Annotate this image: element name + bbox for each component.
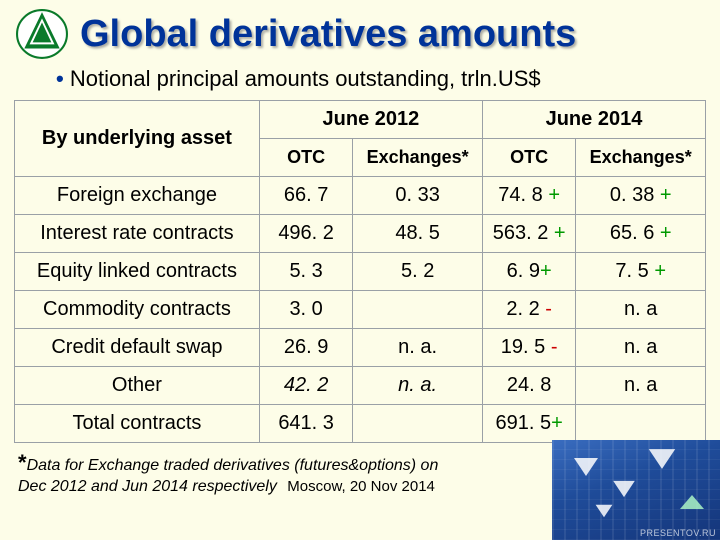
cell-ex14: 65. 6 + xyxy=(576,215,706,253)
derivatives-table: By underlying asset June 2012 June 2014 … xyxy=(14,100,706,443)
title-row: Global derivatives amounts xyxy=(0,0,720,60)
cell-asset: Other xyxy=(15,367,260,405)
col-otc-14: OTC xyxy=(482,139,575,177)
cell-asset: Total contracts xyxy=(15,405,260,443)
decorative-chart-image: PRESENTOV.RU xyxy=(552,440,720,540)
cell-ex14: n. a xyxy=(576,367,706,405)
cell-otc14: 24. 8 xyxy=(482,367,575,405)
cell-ex12: 48. 5 xyxy=(353,215,483,253)
footnote: *Data for Exchange traded derivatives (f… xyxy=(0,443,460,497)
cell-asset: Interest rate contracts xyxy=(15,215,260,253)
cell-ex12: n. a. xyxy=(353,329,483,367)
footnote-line2: Dec 2012 and Jun 2014 respectively xyxy=(18,478,277,495)
cell-ex12: 0. 33 xyxy=(353,177,483,215)
cell-otc14: 19. 5 - xyxy=(482,329,575,367)
footnote-star: * xyxy=(18,450,27,475)
col-otc-12: OTC xyxy=(259,139,352,177)
col-ex-12: Exchanges* xyxy=(353,139,483,177)
footnote-venue: Moscow, 20 Nov 2014 xyxy=(281,478,435,495)
cell-asset: Equity linked contracts xyxy=(15,253,260,291)
col-ex-14: Exchanges* xyxy=(576,139,706,177)
logo-icon xyxy=(14,8,70,60)
cell-otc14: 691. 5+ xyxy=(482,405,575,443)
cell-ex14: 0. 38 + xyxy=(576,177,706,215)
cell-ex12 xyxy=(353,291,483,329)
col-jun12: June 2012 xyxy=(259,101,482,139)
page-title: Global derivatives amounts xyxy=(80,13,576,56)
cell-otc14: 563. 2 + xyxy=(482,215,575,253)
cell-asset: Credit default swap xyxy=(15,329,260,367)
cell-otc12: 496. 2 xyxy=(259,215,352,253)
table-row: Equity linked contracts5. 35. 26. 9+7. 5… xyxy=(15,253,706,291)
cell-asset: Commodity contracts xyxy=(15,291,260,329)
cell-otc12: 3. 0 xyxy=(259,291,352,329)
cell-ex14 xyxy=(576,405,706,443)
cell-ex12 xyxy=(353,405,483,443)
cell-otc12: 26. 9 xyxy=(259,329,352,367)
cell-otc12: 42. 2 xyxy=(259,367,352,405)
table-row: Credit default swap26. 9n. a.19. 5 -n. a xyxy=(15,329,706,367)
cell-otc12: 5. 3 xyxy=(259,253,352,291)
cell-otc14: 6. 9+ xyxy=(482,253,575,291)
cell-ex12: n. a. xyxy=(353,367,483,405)
cell-otc14: 74. 8 + xyxy=(482,177,575,215)
cell-ex14: n. a xyxy=(576,329,706,367)
col-jun14: June 2014 xyxy=(482,101,705,139)
col-asset: By underlying asset xyxy=(15,101,260,177)
cell-otc12: 66. 7 xyxy=(259,177,352,215)
cell-otc12: 641. 3 xyxy=(259,405,352,443)
footnote-line1: Data for Exchange traded derivatives (fu… xyxy=(27,457,439,474)
table-row: Commodity contracts3. 0 2. 2 -n. a xyxy=(15,291,706,329)
cell-otc14: 2. 2 - xyxy=(482,291,575,329)
table-row-total: Total contracts641. 3 691. 5+ xyxy=(15,405,706,443)
watermark-text: PRESENTOV.RU xyxy=(640,528,716,538)
table-row: Other42. 2n. a.24. 8n. a xyxy=(15,367,706,405)
table-header-row-1: By underlying asset June 2012 June 2014 xyxy=(15,101,706,139)
cell-ex12: 5. 2 xyxy=(353,253,483,291)
subtitle-row: Notional principal amounts outstanding, … xyxy=(0,60,720,98)
table-row: Interest rate contracts496. 248. 5563. 2… xyxy=(15,215,706,253)
cell-asset: Foreign exchange xyxy=(15,177,260,215)
table-row: Foreign exchange66. 70. 3374. 8 +0. 38 + xyxy=(15,177,706,215)
cell-ex14: n. a xyxy=(576,291,706,329)
cell-ex14: 7. 5 + xyxy=(576,253,706,291)
subtitle-text: Notional principal amounts outstanding, … xyxy=(56,66,541,91)
